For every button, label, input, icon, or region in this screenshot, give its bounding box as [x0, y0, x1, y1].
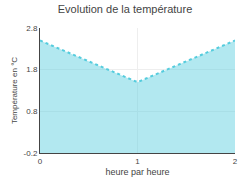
svg-text:1.8: 1.8 — [26, 65, 38, 74]
svg-text:0.8: 0.8 — [26, 107, 38, 116]
svg-text:Température en °C: Température en °C — [10, 57, 19, 124]
svg-text:2.8: 2.8 — [26, 24, 38, 33]
svg-text:heure par heure: heure par heure — [105, 167, 169, 177]
svg-text:0: 0 — [38, 157, 43, 166]
svg-text:1: 1 — [135, 157, 140, 166]
svg-text:-0.2: -0.2 — [24, 149, 38, 158]
svg-text:2: 2 — [233, 157, 238, 166]
svg-text:Evolution de la température: Evolution de la température — [58, 3, 193, 15]
